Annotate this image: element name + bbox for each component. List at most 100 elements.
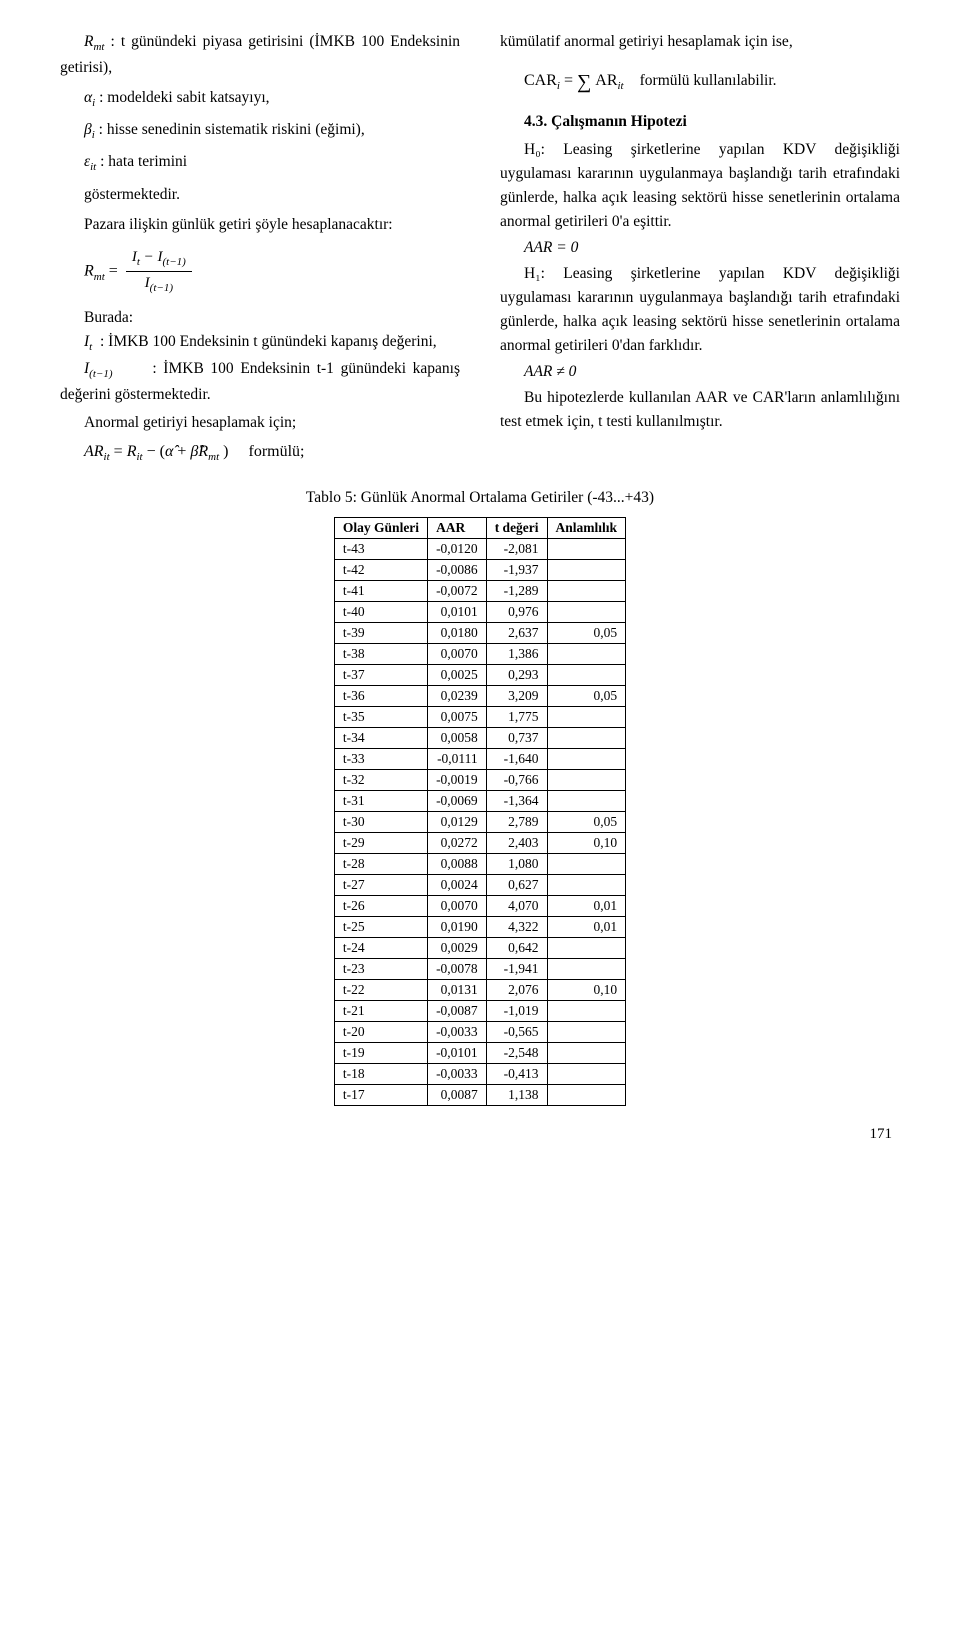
table-cell: 0,293 (486, 665, 547, 686)
table-cell: 0,627 (486, 875, 547, 896)
table-row: t-400,01010,976 (334, 602, 625, 623)
table-cell: 3,209 (486, 686, 547, 707)
def-goster: göstermektedir. (60, 183, 460, 207)
table-row: t-300,01292,7890,05 (334, 812, 625, 833)
table-cell: 0,0024 (428, 875, 487, 896)
table-cell: t-29 (334, 833, 427, 854)
table-row: t-390,01802,6370,05 (334, 623, 625, 644)
ar-formula: ARit = Rit − (α̂ + β̂Rmt ) formülü; (84, 441, 460, 466)
table-row: t-260,00704,0700,01 (334, 896, 625, 917)
table-cell (547, 749, 626, 770)
table-cell: t-19 (334, 1043, 427, 1064)
it-def-text: : İMKB 100 Endeksinin t günündeki kapanı… (100, 333, 437, 350)
table-row: t-20-0,0033-0,565 (334, 1022, 625, 1043)
table-cell: 2,403 (486, 833, 547, 854)
table-cell: t-32 (334, 770, 427, 791)
it1-def: I(t−1) : İMKB 100 Endeksinin t-1 gününde… (60, 357, 460, 407)
table-cell: -0,0111 (428, 749, 487, 770)
table-row: t-41-0,0072-1,289 (334, 581, 625, 602)
car-formula: CARi = ∑ ARit formülü kullanılabilir. (524, 68, 900, 96)
table-cell: 4,070 (486, 896, 547, 917)
table-row: t-23-0,0078-1,941 (334, 959, 625, 980)
table-cell: -0,413 (486, 1064, 547, 1085)
table-cell: t-24 (334, 938, 427, 959)
h1-text: H₁: Leasing şirketlerine yapılan KDV değ… (500, 262, 900, 358)
kumul-text: kümülatif anormal getiriyi hesaplamak iç… (500, 30, 900, 54)
table-cell: -1,289 (486, 581, 547, 602)
table-row: t-220,01312,0760,10 (334, 980, 625, 1001)
table-cell: t-37 (334, 665, 427, 686)
table-cell (547, 539, 626, 560)
hypothesis-heading: 4.3. Çalışmanın Hipotezi (500, 110, 900, 134)
table-cell: 0,0239 (428, 686, 487, 707)
table-cell: -1,019 (486, 1001, 547, 1022)
table-row: t-170,00871,138 (334, 1085, 625, 1106)
table-cell: 0,01 (547, 896, 626, 917)
table-cell: 0,05 (547, 623, 626, 644)
table-row: t-360,02393,2090,05 (334, 686, 625, 707)
table-row: t-250,01904,3220,01 (334, 917, 625, 938)
table-cell: -2,548 (486, 1043, 547, 1064)
table-cell: 0,0101 (428, 602, 487, 623)
table-cell: 0,10 (547, 833, 626, 854)
table-cell: -1,941 (486, 959, 547, 980)
table-cell: -0,0087 (428, 1001, 487, 1022)
table-header-row: Olay Günleri AAR t değeri Anlamlılık (334, 518, 625, 539)
table-row: t-18-0,0033-0,413 (334, 1064, 625, 1085)
table-cell: t-18 (334, 1064, 427, 1085)
table-cell: -0,0033 (428, 1064, 487, 1085)
table-cell: t-38 (334, 644, 427, 665)
table-cell: 0,737 (486, 728, 547, 749)
table-cell (547, 791, 626, 812)
table-cell (547, 770, 626, 791)
table-cell: 0,0058 (428, 728, 487, 749)
table-cell (547, 1001, 626, 1022)
table-row: t-32-0,0019-0,766 (334, 770, 625, 791)
table-cell: -1,364 (486, 791, 547, 812)
table-cell (547, 1043, 626, 1064)
def-alpha: αi : modeldeki sabit katsayıyı, (60, 86, 460, 112)
table-cell: 1,386 (486, 644, 547, 665)
table-cell: 4,322 (486, 917, 547, 938)
table-row: t-43-0,0120-2,081 (334, 539, 625, 560)
def-beta: βi : hisse senedinin sistematik riskini … (60, 118, 460, 144)
table-cell: -0,0072 (428, 581, 487, 602)
table-cell: -1,937 (486, 560, 547, 581)
table-cell (547, 875, 626, 896)
aar-ne-0: AAR ≠ 0 (500, 360, 900, 384)
table-cell: -1,640 (486, 749, 547, 770)
pazara-text: Pazara ilişkin günlük getiri şöyle hesap… (60, 213, 460, 237)
table-caption: Tablo 5: Günlük Anormal Ortalama Getiril… (60, 489, 900, 507)
table-cell (547, 1085, 626, 1106)
table-cell (547, 1064, 626, 1085)
table-cell: -0,0078 (428, 959, 487, 980)
table-cell: 0,05 (547, 812, 626, 833)
table-cell: t-27 (334, 875, 427, 896)
table-cell: t-28 (334, 854, 427, 875)
table-cell (547, 938, 626, 959)
car-tail: formülü kullanılabilir. (640, 72, 777, 89)
data-table: Olay Günleri AAR t değeri Anlamlılık t-4… (334, 517, 626, 1106)
table-cell: t-42 (334, 560, 427, 581)
table-cell: t-30 (334, 812, 427, 833)
aar-eq-0: AAR = 0 (500, 236, 900, 260)
table-cell: 0,0088 (428, 854, 487, 875)
table-cell (547, 959, 626, 980)
table-cell: t-25 (334, 917, 427, 938)
table-cell (547, 560, 626, 581)
table-cell: -0,565 (486, 1022, 547, 1043)
table-cell: 0,0131 (428, 980, 487, 1001)
table-cell: t-31 (334, 791, 427, 812)
table-row: t-42-0,0086-1,937 (334, 560, 625, 581)
table-header: Anlamlılık (547, 518, 626, 539)
table-cell: -0,0120 (428, 539, 487, 560)
table-cell: 0,0075 (428, 707, 487, 728)
table-cell: 1,775 (486, 707, 547, 728)
table-cell: t-40 (334, 602, 427, 623)
table-cell: 0,642 (486, 938, 547, 959)
table-cell (547, 707, 626, 728)
table-cell: t-34 (334, 728, 427, 749)
table-cell (547, 602, 626, 623)
table-cell: t-33 (334, 749, 427, 770)
table-cell: t-39 (334, 623, 427, 644)
